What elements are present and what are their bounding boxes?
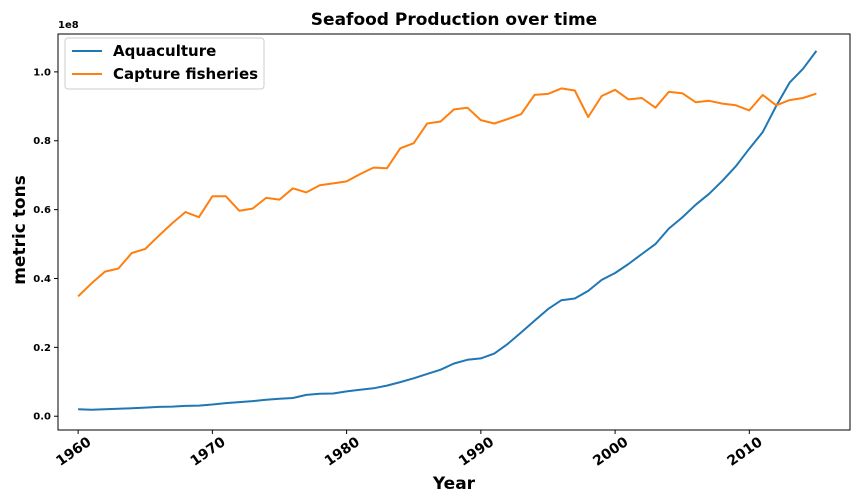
x-tick-label: 2010: [725, 434, 766, 470]
series-line-capture-fisheries: [77, 87, 817, 298]
y-tick-label: 0.4: [33, 274, 51, 285]
x-axis-ticks: 1960 1970 1980 1990 2000 2010: [53, 430, 766, 470]
y-tick-label: 0.0: [33, 412, 51, 423]
chart-title: Seafood Production over time: [311, 10, 597, 30]
y-tick-label: 0.6: [33, 205, 51, 216]
x-tick-label: 1990: [456, 434, 497, 470]
series-lines: [77, 50, 818, 411]
y-tick-label: 0.8: [33, 136, 51, 147]
legend-label-aquaculture: Aquaculture: [113, 42, 216, 60]
y-axis-label: metric tons: [10, 175, 30, 285]
x-tick-label: 2000: [590, 434, 631, 470]
legend: Aquaculture Capture fisheries: [64, 37, 265, 90]
legend-label-capture-fisheries: Capture fisheries: [113, 65, 258, 83]
x-tick-label: 1980: [322, 434, 363, 470]
y-tick-label: 1.0: [33, 67, 51, 78]
x-tick-label: 1960: [53, 434, 94, 470]
y-axis-ticks: 0.0 0.2 0.4 0.6 0.8 1.0: [33, 67, 58, 423]
series-line-aquaculture: [78, 50, 818, 411]
legend-box: [64, 37, 265, 90]
x-tick-label: 1970: [188, 434, 229, 470]
y-offset-label: 1e8: [58, 20, 79, 31]
y-tick-label: 0.2: [33, 343, 51, 354]
plot-area: [57, 33, 851, 431]
x-axis-label: Year: [432, 474, 476, 494]
